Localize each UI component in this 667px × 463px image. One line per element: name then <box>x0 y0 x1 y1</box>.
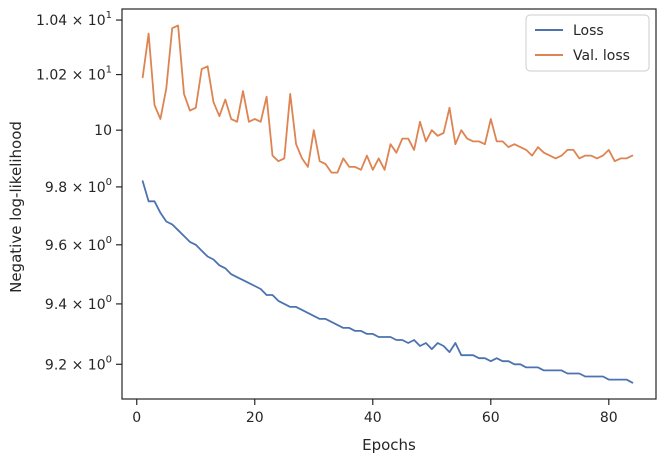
y-tick-label: 9.6 × 100 <box>45 235 112 254</box>
series-lines <box>141 24 634 384</box>
x-tick-label: 20 <box>246 410 264 426</box>
legend-label-loss: Loss <box>573 23 604 39</box>
x-axis-title: Epochs <box>362 436 416 454</box>
y-axis-ticks: 9.2 × 100 9.4 × 100 9.6 × 100 9.8 × 100 10 1.… <box>36 10 122 373</box>
x-tick-label: 0 <box>132 410 141 426</box>
y-tick-label: 1.02 × 101 <box>36 65 112 84</box>
x-axis-ticks: 0 20 40 60 80 <box>132 399 618 426</box>
plot-frame <box>121 8 657 400</box>
val-loss-line <box>141 24 634 174</box>
loss-line <box>141 180 634 384</box>
y-tick-label: 1.04 × 101 <box>36 10 112 29</box>
y-tick-label: 9.4 × 100 <box>45 294 112 313</box>
x-tick-label: 40 <box>364 410 382 426</box>
y-tick-label: 9.8 × 100 <box>45 177 112 196</box>
x-tick-label: 80 <box>600 410 618 426</box>
legend: Loss Val. loss <box>525 14 650 72</box>
x-tick-label: 60 <box>482 410 500 426</box>
y-tick-label: 10 <box>94 123 112 139</box>
y-axis-title: Negative log-likelihood <box>7 121 25 293</box>
y-tick-label: 9.2 × 100 <box>45 354 112 373</box>
legend-label-val-loss: Val. loss <box>573 48 630 64</box>
